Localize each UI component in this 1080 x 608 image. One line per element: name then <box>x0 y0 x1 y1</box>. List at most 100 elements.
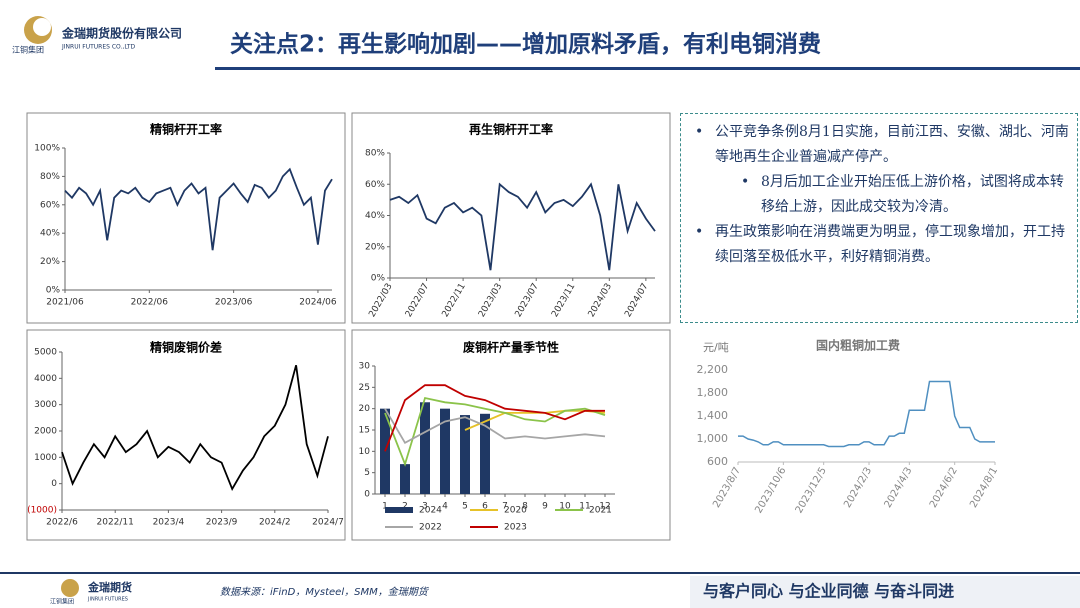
legend-label: 2023 <box>504 523 527 533</box>
legend-label: 2022 <box>419 523 442 533</box>
slogan-box <box>690 576 1080 608</box>
x-tick-label: 4 <box>442 502 448 512</box>
series-line <box>64 167 333 251</box>
y-tick-label: 40% <box>365 211 385 221</box>
slogan: 与客户同心 与企业同德 与奋斗同进 <box>703 582 954 601</box>
legend-label: 2024 <box>419 506 442 516</box>
x-tick-label: 9 <box>542 502 548 512</box>
x-tick-label: 2021/06 <box>46 298 84 308</box>
x-tick-label: 5 <box>462 502 468 512</box>
x-tick-label: 2022/6 <box>46 518 78 528</box>
bar <box>480 413 490 494</box>
sub-bullet: 8月后加工企业开始压低上游价格，试图将成本转移给上游，因此成交较为冷清。 <box>689 170 1069 220</box>
x-tick-label: 2023/11 <box>550 282 577 319</box>
y-tick-label: 15 <box>359 426 370 436</box>
group: 江铜集团 <box>12 45 44 55</box>
x-tick-label: 11 <box>579 502 590 512</box>
bar <box>380 408 390 494</box>
company-en: JINRUI FUTURES CO.,LTD <box>61 44 136 51</box>
chart-title: 精铜杆开工率 <box>150 122 222 137</box>
panel <box>26 329 346 541</box>
y-tick-label: 0 <box>51 479 57 489</box>
x-tick-label: 10 <box>559 502 571 512</box>
series-line <box>384 396 606 467</box>
y-tick-label: 0% <box>46 286 61 296</box>
x-tick-label: 2024/07 <box>623 282 650 319</box>
y-tick-label: 5 <box>364 468 370 478</box>
x-tick-label: 2 <box>402 502 408 512</box>
x-tick-label: 2022/11 <box>97 518 134 528</box>
x-tick-label: 2022/07 <box>404 282 431 319</box>
y-tick-label: 100% <box>34 144 60 154</box>
y-tick-label: 80% <box>40 172 60 182</box>
x-tick-label: 7 <box>502 502 508 512</box>
x-tick-label: 2024/6/2 <box>928 466 960 510</box>
bullet: 再生政策影响在消费端更为明显，停工现象增加，开工持续回落至极低水平，利好精铜消费… <box>689 220 1069 270</box>
legend-swatch <box>385 507 413 513</box>
x-tick-label: 2023/4 <box>153 518 185 528</box>
x-tick-label: 2024/7 <box>312 518 344 528</box>
x-tick-label: 2023/8/7 <box>711 466 743 510</box>
x-tick-label: 12 <box>599 502 610 512</box>
panel <box>351 112 671 324</box>
series-line <box>384 384 605 452</box>
y-tick-label: 5000 <box>34 348 57 358</box>
slide-title: 关注点2：再生影响加剧——增加原料矛盾，有利电铜消费 <box>230 31 821 58</box>
y-tick-label: 2000 <box>34 427 57 437</box>
series-line <box>389 182 656 271</box>
y-tick-label: 20% <box>365 242 385 252</box>
y-tick-label: 40% <box>40 229 60 239</box>
bar <box>460 415 470 494</box>
y-tick-label: 1,400 <box>697 409 729 422</box>
y-tick-label: 3000 <box>34 400 57 410</box>
source: 数据来源：iFinD，Mysteel，SMM，金瑞期货 <box>220 586 430 598</box>
y-tick-label: 20% <box>40 257 60 267</box>
logo <box>61 579 79 597</box>
x-tick-label: 2024/8/1 <box>968 466 1000 510</box>
x-tick-label: 2024/03 <box>587 282 614 319</box>
x-tick-label: 2023/9 <box>206 518 238 528</box>
brand-en: JINRUI FUTURES <box>87 597 128 603</box>
x-tick-label: 3 <box>422 502 428 512</box>
bar <box>420 402 430 494</box>
y-tick-label: 1,000 <box>697 432 729 445</box>
chart-title: 再生铜杆开工率 <box>469 122 553 137</box>
x-tick-label: 2023/07 <box>514 282 541 319</box>
x-tick-label: 6 <box>482 502 488 512</box>
group: 江铜集团 <box>50 598 74 606</box>
y-axis-label: 元/吨 <box>703 341 729 354</box>
y-tick-label: 10 <box>359 447 371 457</box>
brand: 金瑞期货 <box>87 580 132 594</box>
bar <box>440 408 450 494</box>
x-tick-label: 8 <box>522 502 528 512</box>
bullet: 公平竞争条例8月1日实施，目前江西、安徽、湖北、河南等地再生企业普遍减产停产。 <box>689 120 1069 170</box>
y-tick-label: (1000) <box>27 506 57 516</box>
x-tick-label: 2023/12/5 <box>794 466 829 516</box>
legend-label: 2020 <box>504 506 527 516</box>
x-tick-label: 1 <box>382 502 388 512</box>
legend-label: 2021 <box>589 506 612 516</box>
x-tick-label: 2024/2 <box>259 518 291 528</box>
series-line <box>738 380 995 448</box>
series-line <box>384 408 606 445</box>
company: 金瑞期货股份有限公司 <box>61 26 182 41</box>
x-tick-label: 2024/06 <box>299 298 337 308</box>
bullet-box: 公平竞争条例8月1日实施，目前江西、安徽、湖北、河南等地再生企业普遍减产停产。 … <box>680 113 1078 323</box>
x-tick-label: 2022/11 <box>441 282 468 319</box>
y-tick-label: 60% <box>365 180 385 190</box>
panel <box>26 112 346 324</box>
title-rule <box>215 67 1080 70</box>
x-tick-label: 2024/4/3 <box>883 466 915 510</box>
y-tick-label: 80% <box>365 149 385 159</box>
y-tick-label: 2,200 <box>697 363 729 376</box>
y-tick-label: 25 <box>359 383 370 393</box>
y-tick-label: 20 <box>359 404 371 414</box>
y-tick-label: 30 <box>359 362 371 372</box>
y-tick-label: 600 <box>707 455 728 468</box>
chart-title: 精铜废铜价差 <box>150 340 222 355</box>
y-tick-label: 60% <box>40 200 60 210</box>
y-tick-label: 0 <box>364 490 370 500</box>
y-tick-label: 0% <box>371 274 386 284</box>
